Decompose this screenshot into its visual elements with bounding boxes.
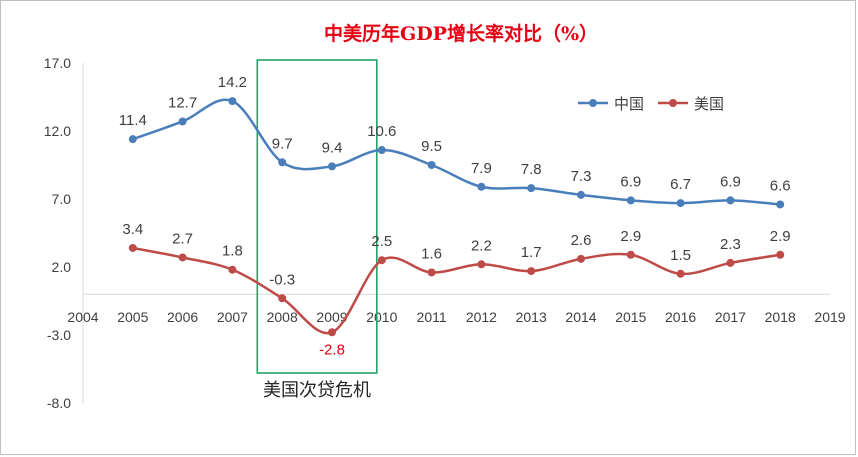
x-tick-label: 2004 [67, 309, 98, 325]
data-point [278, 294, 287, 303]
data-point [676, 269, 685, 278]
data-label: 6.7 [670, 176, 691, 193]
x-tick-label: 2006 [167, 309, 198, 325]
data-label: 9.4 [322, 139, 343, 156]
data-point [527, 184, 536, 193]
data-label: 11.4 [119, 112, 147, 129]
data-label: 7.9 [471, 160, 492, 177]
data-point [626, 250, 635, 259]
data-label: 6.6 [770, 177, 791, 194]
y-tick-label: 2.0 [52, 259, 72, 275]
data-label: 2.6 [571, 232, 592, 249]
data-point [626, 196, 635, 205]
data-point [328, 162, 336, 171]
legend-label: 美国 [694, 95, 724, 113]
series-china: 11.4 12.7 14.2 9.7 9.4 10.6 9.5 7.9 7.8 7.3 6.9 6.7… [119, 74, 791, 209]
legend-item: 中国 [578, 95, 644, 113]
crisis-box [256, 59, 378, 374]
x-tick-label: 2012 [466, 309, 497, 325]
y-tick-label: -8.0 [47, 395, 71, 411]
data-point [178, 117, 187, 126]
data-point [427, 268, 436, 277]
crisis-label: 美国次贷危机 [263, 380, 371, 401]
crisis-annotation: 美国次贷危机 [256, 59, 378, 401]
data-label: 6.9 [620, 173, 641, 190]
data-point [776, 200, 785, 209]
x-tick-label: 2019 [814, 309, 845, 325]
x-tick-label: 2005 [117, 309, 148, 325]
x-tick-label: 2014 [565, 309, 596, 325]
series-line [132, 246, 781, 335]
data-label: 2.3 [720, 236, 741, 253]
data-point [577, 254, 585, 263]
data-point [726, 258, 735, 267]
data-point [228, 97, 237, 106]
y-tick-label: 17.0 [44, 55, 71, 71]
x-tick-label: 2009 [316, 309, 347, 325]
data-label: 1.7 [521, 244, 542, 261]
data-point [128, 135, 137, 144]
x-tick-label: 2013 [516, 309, 547, 325]
data-point [676, 199, 685, 208]
series-line [132, 98, 781, 206]
data-point [328, 328, 336, 337]
data-label: 2.5 [371, 233, 392, 250]
data-label: 2.2 [471, 237, 492, 254]
legend-item: 美国 [658, 95, 724, 113]
x-tick-label: 2015 [615, 309, 646, 325]
data-label: 9.5 [421, 138, 442, 155]
data-point [726, 196, 735, 205]
data-label: 7.8 [521, 161, 542, 178]
data-point [427, 161, 436, 169]
data-label: 2.9 [770, 228, 791, 245]
data-label: 1.6 [421, 245, 442, 262]
data-label: -0.3 [269, 271, 295, 288]
x-tick-label: 2016 [665, 309, 696, 325]
x-tick-label: 2011 [417, 309, 447, 325]
axes: 17.0 12.0 7.0 2.0 -3.0 -8.0 2004 2005 2006 2007 20… [44, 55, 846, 411]
data-label: 1.5 [670, 247, 691, 264]
data-label: 12.7 [168, 94, 197, 111]
series-usa: 3.4 2.7 1.8 -0.3 -2.8 2.5 1.6 2.2 1.7 2.6 2.9 1.5 2.… [122, 221, 790, 358]
data-point [278, 158, 287, 167]
data-label: -2.8 [319, 341, 345, 358]
data-point [377, 146, 386, 155]
data-point [477, 260, 486, 269]
y-tick-label: 7.0 [52, 191, 72, 207]
data-label: 3.4 [122, 221, 143, 238]
x-tick-label: 2010 [366, 309, 397, 325]
data-point [477, 182, 486, 191]
x-tick-label: 2008 [267, 309, 298, 325]
legend-swatch-marker [669, 99, 677, 107]
data-label: 2.7 [172, 230, 193, 247]
data-point [228, 265, 237, 274]
x-tick-label: 2007 [217, 309, 248, 325]
chart-title: 中美历年GDP增长率对比（%） [324, 22, 598, 45]
legend-swatch-marker [589, 99, 597, 107]
data-point [128, 243, 137, 252]
data-point [527, 267, 536, 276]
legend-label: 中国 [614, 95, 644, 113]
data-label: 14.2 [218, 74, 247, 91]
data-point [776, 250, 785, 259]
data-label: 1.8 [222, 243, 243, 260]
data-label: 2.9 [620, 228, 641, 245]
y-tick-label: 12.0 [44, 123, 71, 139]
data-label: 9.7 [272, 135, 293, 152]
x-tick-label: 2017 [715, 309, 746, 325]
data-label: 7.3 [571, 168, 592, 185]
data-label: 6.9 [720, 173, 741, 190]
data-point [178, 253, 187, 262]
y-tick-label: -3.0 [47, 327, 71, 343]
x-tick-label: 2018 [765, 309, 796, 325]
legend: 中国 美国 [578, 95, 724, 113]
data-point [577, 190, 585, 199]
data-label: 10.6 [367, 123, 396, 140]
series-group: 11.4 12.7 14.2 9.7 9.4 10.6 9.5 7.9 7.8 7.3 6.9 6.7… [119, 74, 791, 358]
data-point [377, 256, 386, 265]
